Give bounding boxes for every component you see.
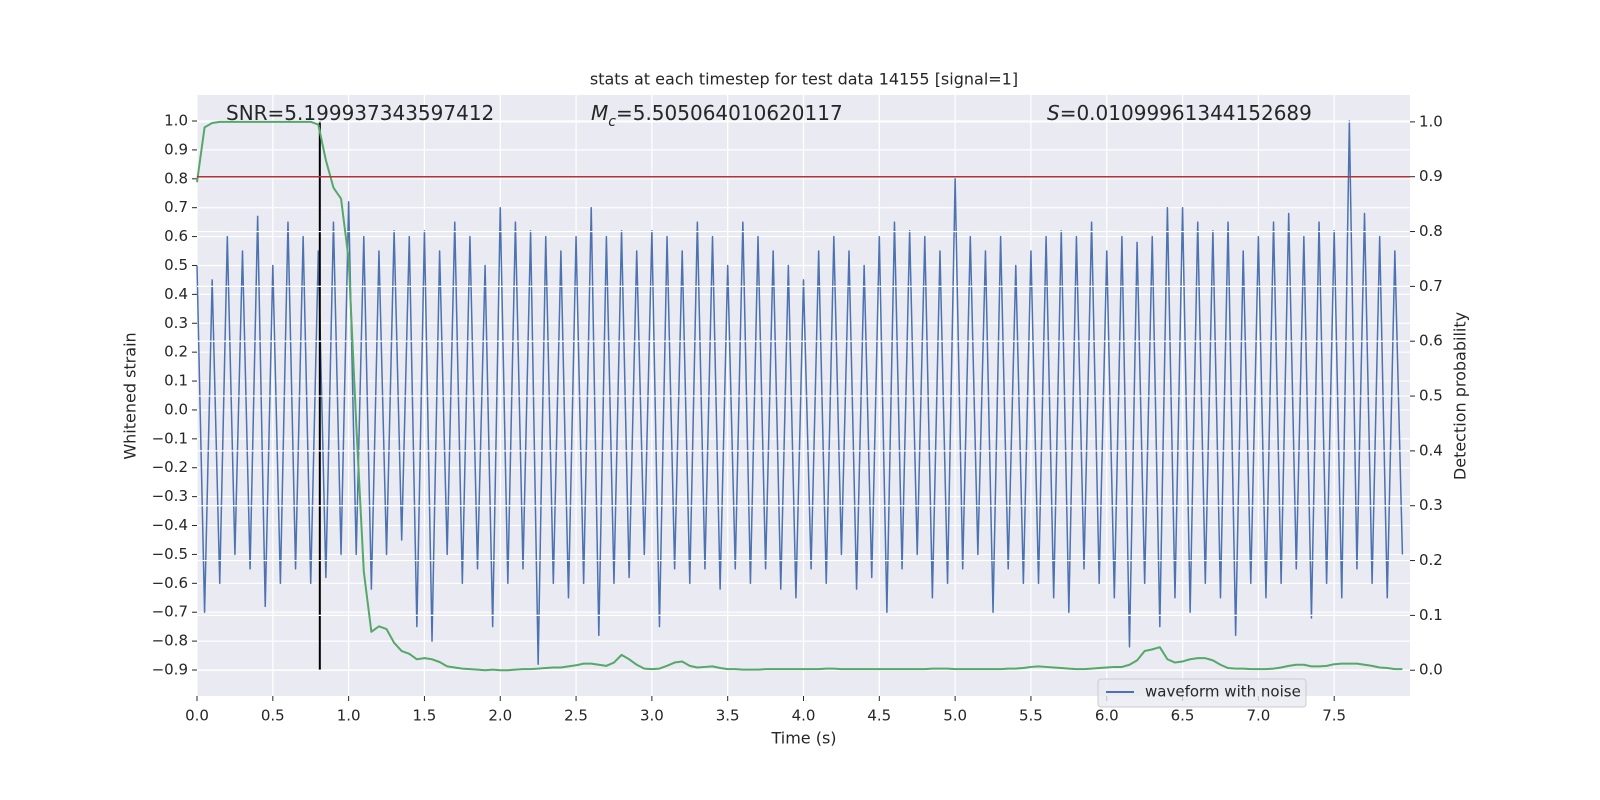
x-tick-label: 0.5 bbox=[261, 707, 285, 725]
legend-box bbox=[1097, 678, 1307, 708]
x-tick-label: 0.0 bbox=[185, 707, 209, 725]
y-axis-label: Whitened strain bbox=[121, 332, 140, 459]
chart-title: stats at each timestep for test data 141… bbox=[590, 70, 1018, 89]
y2-tick-label: 0.1 bbox=[1419, 606, 1443, 624]
y2-tick-label: 1.0 bbox=[1419, 112, 1443, 130]
annotation-text: =0.01099961344152689 bbox=[1060, 101, 1312, 125]
y-tick-label: −0.2 bbox=[152, 458, 188, 476]
y-tick-label: −0.4 bbox=[152, 516, 188, 534]
y-tick-label: −0.1 bbox=[152, 429, 188, 447]
y2-tick-label: 0.4 bbox=[1419, 441, 1443, 459]
x-tick-label: 5.0 bbox=[943, 707, 967, 725]
y-tick-label: 0.4 bbox=[164, 285, 188, 303]
y2-tick-label: 0.5 bbox=[1419, 387, 1443, 405]
annotation: S=0.01099961344152689 bbox=[1047, 101, 1312, 125]
y-tick-label: 0.5 bbox=[164, 256, 188, 274]
annotation-text: SNR=5.199937343597412 bbox=[226, 101, 494, 125]
y-tick-label: 0.2 bbox=[164, 343, 188, 361]
y-tick-label: 0.9 bbox=[164, 140, 188, 158]
x-tick-label: 4.5 bbox=[867, 707, 891, 725]
y-tick-label: 0.6 bbox=[164, 227, 188, 245]
y2-axis-label: Detection probability bbox=[1451, 312, 1470, 480]
y-tick-label: 1.0 bbox=[164, 112, 188, 130]
x-tick-label: 6.5 bbox=[1171, 707, 1195, 725]
y-tick-label: −0.6 bbox=[152, 574, 188, 592]
x-tick-label: 1.5 bbox=[413, 707, 437, 725]
series-line bbox=[196, 120, 1403, 672]
x-tick-label: 7.5 bbox=[1322, 707, 1346, 725]
y2-tick-label: 0.6 bbox=[1419, 332, 1443, 350]
y-tick-label: −0.3 bbox=[152, 487, 188, 505]
x-tick-label: 5.5 bbox=[1019, 707, 1043, 725]
y2-tick-label: 0.7 bbox=[1419, 277, 1443, 295]
x-tick-label: 1.0 bbox=[337, 707, 361, 725]
y-tick-label: −0.9 bbox=[152, 660, 188, 678]
annotation-subscript: c bbox=[608, 114, 616, 130]
y2-tick-label: 0.0 bbox=[1419, 661, 1443, 679]
x-tick-label: 3.5 bbox=[716, 707, 740, 725]
y2-tick-label: 0.9 bbox=[1419, 167, 1443, 185]
annotation: Mc=5.505064010620117 bbox=[591, 101, 843, 131]
x-tick-label: 2.5 bbox=[564, 707, 588, 725]
x-tick-label: 3.0 bbox=[640, 707, 664, 725]
y-tick-label: 0.8 bbox=[164, 169, 188, 187]
x-tick-label: 4.0 bbox=[792, 707, 816, 725]
y2-tick-label: 0.8 bbox=[1419, 222, 1443, 240]
y-tick-label: −0.8 bbox=[152, 632, 188, 650]
annotation-text: =5.505064010620117 bbox=[616, 101, 843, 125]
x-axis-label: Time (s) bbox=[770, 729, 836, 748]
y-tick-label: −0.7 bbox=[152, 603, 188, 621]
y-tick-label: −0.5 bbox=[152, 545, 188, 563]
annotation: SNR=5.199937343597412 bbox=[226, 101, 494, 125]
x-tick-label: 7.0 bbox=[1246, 707, 1270, 725]
annotation-symbol: M bbox=[591, 101, 608, 125]
series-line bbox=[196, 120, 1404, 665]
annotation-symbol: S bbox=[1047, 101, 1060, 125]
y2-tick-label: 0.3 bbox=[1419, 496, 1443, 514]
y-tick-label: 0.3 bbox=[164, 314, 188, 332]
x-tick-label: 2.0 bbox=[488, 707, 512, 725]
x-tick-label: 6.0 bbox=[1095, 707, 1119, 725]
y-tick-label: 0.7 bbox=[164, 198, 188, 216]
y-tick-label: 0.1 bbox=[164, 372, 188, 390]
legend-label: waveform with noise bbox=[1145, 683, 1301, 701]
y2-tick-label: 0.2 bbox=[1419, 551, 1443, 569]
y-tick-label: 0.0 bbox=[164, 400, 188, 418]
